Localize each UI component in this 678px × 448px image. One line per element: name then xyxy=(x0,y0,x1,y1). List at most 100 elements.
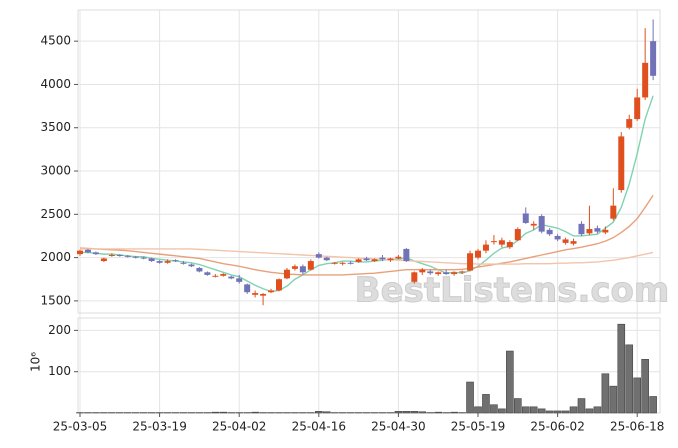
candle-body xyxy=(618,136,624,190)
y-tick-label: 4000 xyxy=(40,77,71,91)
candle-body xyxy=(220,274,226,276)
candle-body xyxy=(539,216,545,232)
volume-bar xyxy=(506,351,513,413)
candle-body xyxy=(451,272,457,274)
candle-body xyxy=(650,41,656,76)
volume-bar xyxy=(395,411,402,413)
candle-body xyxy=(483,245,489,251)
volume-bar xyxy=(538,409,545,413)
candle-body xyxy=(316,254,322,257)
candle-body xyxy=(586,229,592,233)
volume-bar xyxy=(626,345,633,413)
candle-body xyxy=(515,229,521,240)
candle-body xyxy=(324,258,330,261)
volume-bar xyxy=(323,412,330,413)
candle-body xyxy=(260,294,266,296)
volume-bar xyxy=(546,411,553,413)
volume-bar xyxy=(482,394,489,413)
x-tick-label: 25-04-16 xyxy=(292,420,346,434)
candle-body xyxy=(244,284,250,292)
candle-body xyxy=(141,258,147,259)
candle-body xyxy=(340,263,346,264)
candle-body xyxy=(348,263,354,264)
candle-body xyxy=(547,230,553,234)
candle-body xyxy=(491,241,497,242)
candle-body xyxy=(563,239,569,242)
candle-body xyxy=(276,279,282,290)
volume-bar xyxy=(435,412,442,413)
candle-body xyxy=(499,240,505,244)
volume-bar xyxy=(475,407,482,413)
x-tick-label: 25-04-30 xyxy=(371,420,425,434)
candle-body xyxy=(332,263,338,264)
volume-bar xyxy=(451,412,458,413)
candle-body xyxy=(356,259,362,262)
candle-body xyxy=(101,258,107,261)
candle-body xyxy=(435,272,441,274)
x-tick-label: 25-04-02 xyxy=(212,420,266,434)
candle-body xyxy=(594,228,600,231)
volume-bar xyxy=(403,411,410,413)
x-tick-label: 25-05-19 xyxy=(451,420,505,434)
x-tick-label: 25-06-02 xyxy=(530,420,584,434)
y-tick-label: 2500 xyxy=(40,207,71,221)
volume-bar xyxy=(498,409,505,413)
volume-bar xyxy=(467,382,474,413)
volume-bar xyxy=(618,324,625,413)
volume-bar xyxy=(252,412,259,413)
candle-body xyxy=(196,268,202,271)
candle-body xyxy=(77,251,83,254)
x-tick-label: 25-06-18 xyxy=(610,420,664,434)
candle-body xyxy=(308,261,314,270)
candle-body xyxy=(125,256,131,257)
candle-body xyxy=(642,63,648,98)
y-tick-label: 200 xyxy=(48,323,71,337)
x-tick-label: 25-03-19 xyxy=(132,420,186,434)
volume-bar xyxy=(315,411,322,413)
price-frame xyxy=(78,10,660,313)
candle-body xyxy=(379,258,385,260)
candle-body xyxy=(467,253,473,270)
candle-body xyxy=(571,241,577,244)
candle-body xyxy=(180,263,186,264)
y-tick-label: 100 xyxy=(48,364,71,378)
candle-body xyxy=(419,270,425,273)
candle-body xyxy=(443,272,449,274)
candle-body xyxy=(523,213,529,223)
candle-body xyxy=(300,266,306,272)
candle-body xyxy=(117,255,123,256)
y-tick-label: 2000 xyxy=(40,250,71,264)
volume-bar xyxy=(650,396,657,413)
candle-body xyxy=(427,271,433,273)
volume-bar xyxy=(490,405,497,413)
y-axis-label: 10⁶ xyxy=(29,352,43,372)
candle-body xyxy=(364,258,370,260)
volume-bar xyxy=(411,411,418,413)
candle-body xyxy=(507,242,513,247)
candle-body xyxy=(610,206,616,219)
volume-bar xyxy=(514,399,521,413)
volume-bar xyxy=(220,412,227,413)
candle-body xyxy=(372,259,378,261)
candle-body xyxy=(403,249,409,261)
candle-body xyxy=(475,251,481,258)
y-tick-label: 1500 xyxy=(40,293,71,307)
candle-body xyxy=(149,258,155,261)
candle-body xyxy=(188,265,194,267)
volume-bar xyxy=(212,412,219,413)
candle-body xyxy=(284,270,290,279)
candle-body xyxy=(109,255,115,256)
volume-bar xyxy=(578,399,585,413)
y-tick-label: 3000 xyxy=(40,164,71,178)
candle-body xyxy=(228,277,234,279)
volume-bar xyxy=(570,407,577,413)
candle-body xyxy=(395,257,401,259)
candle-body xyxy=(555,236,561,239)
volume-bar xyxy=(419,412,426,413)
candle-body xyxy=(411,272,417,282)
candle-body xyxy=(212,276,218,277)
volume-bar xyxy=(530,407,537,413)
candle-body xyxy=(173,260,179,261)
volume-bar xyxy=(634,378,641,413)
